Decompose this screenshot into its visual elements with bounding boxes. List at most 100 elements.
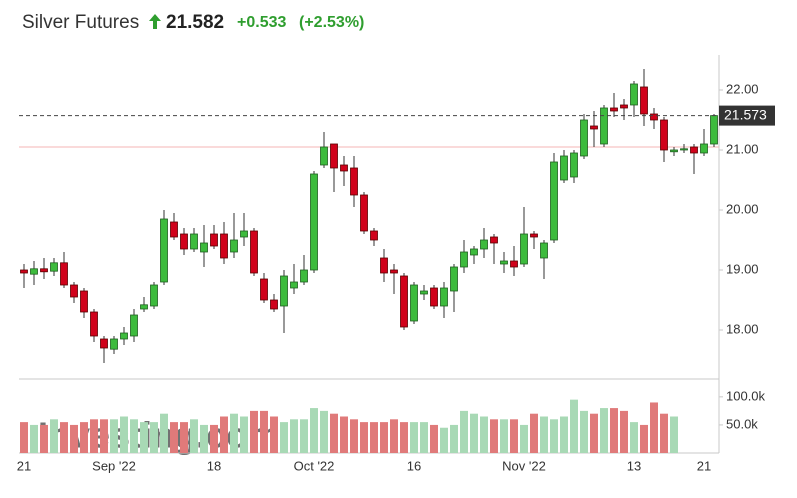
volume-bar: [250, 410, 258, 453]
candle-body: [220, 233, 228, 259]
candle-body: [370, 230, 378, 241]
volume-bar: [560, 416, 568, 453]
volume-bar: [130, 419, 138, 453]
volume-bar: [50, 419, 58, 453]
volume-bar: [340, 416, 348, 453]
volume-bar: [630, 422, 638, 453]
volume-bar: [80, 422, 88, 453]
x-tick-label: 18: [207, 458, 221, 473]
candle-body: [540, 242, 548, 259]
x-tick-label: 21: [17, 458, 31, 473]
candle-body: [700, 143, 708, 154]
volume-bar: [610, 408, 618, 453]
price: 21.582: [166, 12, 224, 33]
candle-body: [130, 314, 138, 337]
volume-bar: [440, 427, 448, 453]
candle-body: [20, 269, 28, 274]
volume-bar: [150, 422, 158, 453]
candle-body: [640, 86, 648, 115]
volume-bar: [320, 410, 328, 453]
candle-body: [620, 104, 628, 109]
y-tick-label: 21.00: [726, 141, 759, 156]
candle-body: [260, 278, 268, 301]
volume-bar: [350, 419, 358, 453]
y-tick-label: 18.00: [726, 321, 759, 336]
candle-body: [340, 164, 348, 172]
candle-body: [420, 290, 428, 295]
candle-body: [480, 239, 488, 250]
candle-body: [290, 281, 298, 289]
volume-bar: [500, 419, 508, 453]
candle-body: [70, 284, 78, 298]
volume-bar: [330, 413, 338, 453]
volume-bar: [140, 422, 148, 453]
candle-body: [380, 257, 388, 274]
candle-body: [530, 233, 538, 238]
chart-title: Silver Futures: [22, 12, 139, 33]
volume-bar: [670, 416, 678, 453]
candle-body: [400, 275, 408, 328]
volume-bar: [180, 422, 188, 453]
volume-bar: [490, 419, 498, 453]
volume-bar: [160, 413, 168, 453]
volume-bar: [230, 413, 238, 453]
candle-body: [150, 284, 158, 307]
candle-body: [390, 269, 398, 274]
candle-body: [360, 194, 368, 232]
volume-bar: [200, 424, 208, 453]
x-tick-label: Sep '22: [92, 458, 136, 473]
volume-bar: [460, 410, 468, 453]
candle-body: [680, 148, 688, 151]
volume-bar: [240, 416, 248, 453]
volume-bar: [370, 422, 378, 453]
last-price-label: 21.573: [724, 106, 767, 122]
candle-body: [200, 242, 208, 253]
x-tick-label: Oct '22: [294, 458, 335, 473]
candle-body: [140, 304, 148, 310]
volume-bar: [100, 419, 108, 453]
volume-bar: [260, 410, 268, 453]
x-tick-label: 16: [407, 458, 421, 473]
volume-bar: [420, 422, 428, 453]
candle-body: [500, 260, 508, 265]
candle-body: [180, 233, 188, 250]
candle-body: [560, 155, 568, 181]
candle-body: [510, 260, 518, 268]
change-pct: (+2.53%): [299, 14, 364, 31]
volume-bar: [70, 424, 78, 453]
candle-body: [610, 107, 618, 112]
volume-bar: [480, 416, 488, 453]
candle-body: [470, 248, 478, 256]
candle-body: [490, 236, 498, 244]
volume-bar: [90, 419, 98, 453]
candle-body: [280, 275, 288, 307]
volume-bar: [550, 419, 558, 453]
candle-body: [410, 284, 418, 322]
volume-bar: [520, 424, 528, 453]
candle-body: [300, 269, 308, 283]
volume-bar: [530, 413, 538, 453]
candle-body: [90, 311, 98, 337]
volume-bar: [190, 419, 198, 453]
volume-bar: [170, 422, 178, 453]
candle-body: [430, 287, 438, 307]
volume-bar: [380, 422, 388, 453]
volume-tick-label: 100.0k: [726, 388, 766, 403]
candle-body: [460, 251, 468, 268]
candle-body: [590, 125, 598, 130]
volume-bar: [40, 424, 48, 453]
volume-bar: [410, 422, 418, 453]
volume-bar: [400, 422, 408, 453]
candle-body: [550, 161, 558, 241]
candle-body: [270, 299, 278, 310]
volume-bar: [590, 413, 598, 453]
candle-body: [110, 338, 118, 350]
candle-body: [350, 167, 358, 196]
volume-bar: [600, 408, 608, 453]
candle-body: [210, 233, 218, 247]
y-tick-label: 20.00: [726, 201, 759, 216]
candle-body: [630, 83, 638, 106]
volume-bar: [470, 413, 478, 453]
candle-body: [600, 107, 608, 145]
y-tick-label: 19.00: [726, 261, 759, 276]
